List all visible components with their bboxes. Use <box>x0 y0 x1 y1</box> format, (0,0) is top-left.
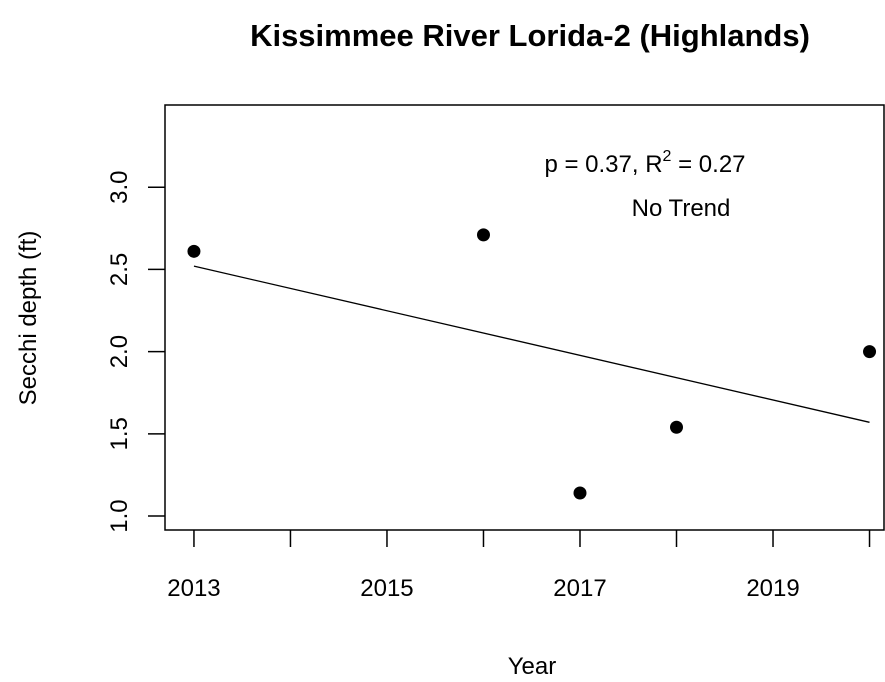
data-point <box>573 486 587 500</box>
data-point <box>670 420 684 434</box>
x-tick-label: 2017 <box>553 575 606 602</box>
data-point <box>476 228 490 242</box>
annotation: p = 0.37, R2 = 0.27 <box>544 148 745 178</box>
data-point <box>863 345 877 359</box>
x-tick-label: 2015 <box>360 575 413 602</box>
x-tick-label: 2013 <box>167 575 220 602</box>
y-axis-label: Secchi depth (ft) <box>15 231 42 406</box>
annotation-text: = 0.27 <box>671 151 745 178</box>
y-tick-label: 1.0 <box>106 499 133 532</box>
x-tick-label: 2019 <box>746 575 799 602</box>
plot-frame <box>164 104 885 531</box>
annotation-text: p = 0.37, R <box>544 151 662 178</box>
y-tick-label: 3.0 <box>106 171 133 204</box>
chart-title: Kissimmee River Lorida-2 (Highlands) <box>250 18 810 53</box>
y-tick-label: 2.5 <box>106 253 133 286</box>
y-tick-label: 2.0 <box>106 335 133 368</box>
annotation: No Trend <box>632 195 731 222</box>
data-point <box>187 244 201 258</box>
y-tick-label: 1.5 <box>106 417 133 450</box>
trend-line <box>193 265 870 423</box>
x-axis-label: Year <box>508 653 557 680</box>
annotation-superscript: 2 <box>663 148 672 165</box>
